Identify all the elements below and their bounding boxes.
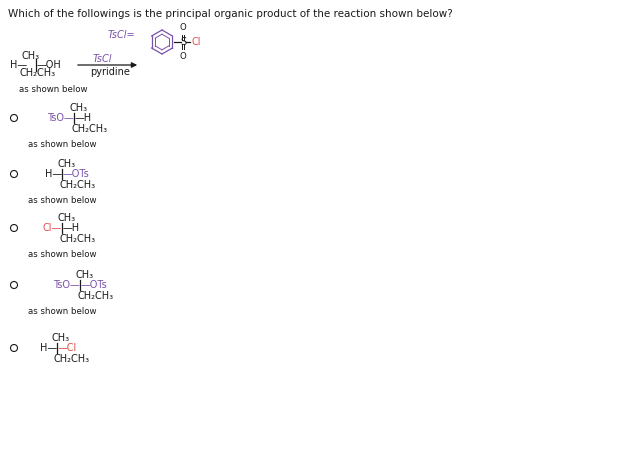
Text: —OTs: —OTs	[81, 280, 108, 290]
Text: CH₃: CH₃	[57, 159, 75, 169]
Text: as shown below: as shown below	[28, 196, 97, 205]
Text: S: S	[180, 37, 186, 47]
Text: CH₂CH₃: CH₂CH₃	[71, 124, 107, 134]
Text: —H: —H	[75, 113, 92, 123]
Text: pyridine: pyridine	[90, 67, 130, 77]
Text: as shown below: as shown below	[28, 250, 97, 259]
Text: —Cl: —Cl	[58, 343, 78, 353]
Text: CH₂CH₃: CH₂CH₃	[77, 291, 113, 301]
Text: Cl: Cl	[191, 37, 200, 47]
Text: H—: H—	[40, 343, 57, 353]
Text: CH₂CH₃: CH₂CH₃	[54, 354, 90, 364]
Text: —OTs: —OTs	[63, 169, 90, 179]
Text: CH₂CH₃: CH₂CH₃	[59, 234, 95, 244]
Text: CH₃: CH₃	[22, 51, 40, 61]
Text: TsCl=: TsCl=	[108, 30, 136, 40]
Text: CH₃: CH₃	[52, 333, 70, 343]
Text: CH₃: CH₃	[69, 103, 87, 113]
Text: —OH: —OH	[37, 60, 62, 70]
Text: as shown below: as shown below	[28, 140, 97, 149]
Text: H—: H—	[10, 60, 27, 70]
Text: CH₃: CH₃	[57, 213, 75, 223]
Text: H—: H—	[45, 169, 62, 179]
Text: Which of the followings is the principal organic product of the reaction shown b: Which of the followings is the principal…	[8, 9, 453, 19]
Text: as shown below: as shown below	[19, 85, 87, 94]
Text: Cl—: Cl—	[43, 223, 62, 233]
Text: CH₃: CH₃	[75, 270, 93, 280]
Text: TsO—: TsO—	[47, 113, 74, 123]
Text: TsO—: TsO—	[53, 280, 80, 290]
Text: TsCl: TsCl	[93, 54, 112, 64]
Text: CH₂CH₃: CH₂CH₃	[59, 180, 95, 190]
Text: CH₂CH₃: CH₂CH₃	[19, 68, 55, 78]
Text: —H: —H	[63, 223, 80, 233]
Text: as shown below: as shown below	[28, 307, 97, 316]
Text: O: O	[180, 52, 187, 61]
Text: O: O	[180, 23, 187, 32]
